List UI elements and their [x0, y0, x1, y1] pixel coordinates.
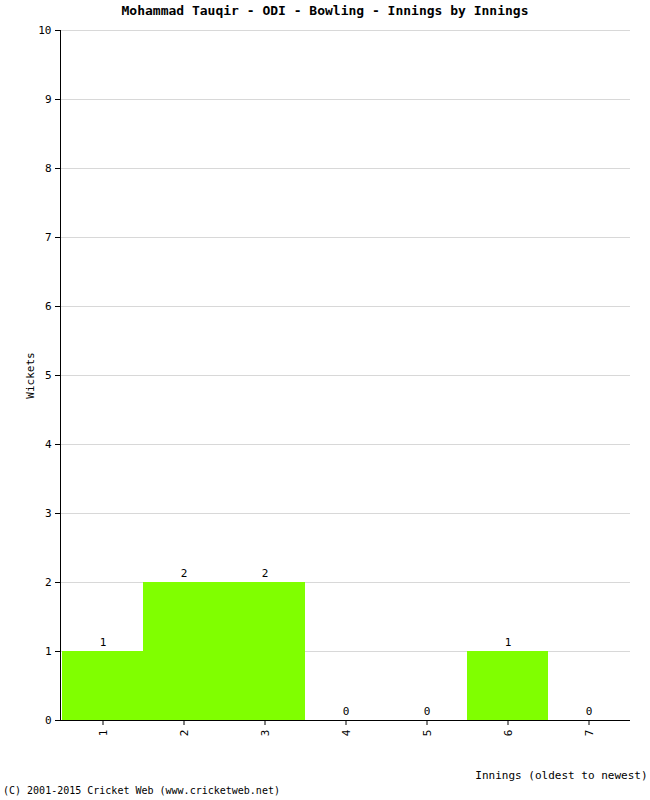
svg-text:1: 1 — [100, 636, 107, 649]
svg-text:1: 1 — [505, 636, 512, 649]
svg-text:Innings (oldest to newest): Innings (oldest to newest) — [475, 769, 647, 782]
svg-text:2: 2 — [262, 567, 269, 580]
svg-text:3: 3 — [45, 507, 52, 520]
svg-text:0: 0 — [45, 714, 52, 727]
svg-text:0: 0 — [424, 705, 431, 718]
svg-text:1: 1 — [45, 645, 52, 658]
svg-text:5: 5 — [421, 730, 434, 737]
svg-text:4: 4 — [340, 729, 353, 736]
svg-text:1: 1 — [97, 730, 110, 737]
svg-text:7: 7 — [583, 730, 596, 737]
svg-text:8: 8 — [45, 162, 52, 175]
svg-text:3: 3 — [259, 730, 272, 737]
svg-text:10: 10 — [38, 24, 51, 37]
svg-text:2: 2 — [181, 567, 188, 580]
svg-text:0: 0 — [586, 705, 593, 718]
svg-text:5: 5 — [45, 369, 52, 382]
svg-text:9: 9 — [45, 93, 52, 106]
svg-text:2: 2 — [45, 576, 52, 589]
svg-text:0: 0 — [343, 705, 350, 718]
svg-text:7: 7 — [45, 231, 52, 244]
svg-text:2: 2 — [178, 730, 191, 737]
svg-text:6: 6 — [502, 730, 515, 737]
svg-text:4: 4 — [45, 438, 52, 451]
html-text:(C) 2001-2015 Cricket Web (www: (C) 2001-2015 Cricket Web (www.cricketwe… — [3, 785, 280, 796]
svg-text:Wickets: Wickets — [24, 352, 37, 398]
html-text:Mohammad Tauqir - ODI - Bowlin: Mohammad Tauqir - ODI - Bowling - Inning… — [121, 3, 529, 18]
svg-text:6: 6 — [45, 300, 52, 313]
